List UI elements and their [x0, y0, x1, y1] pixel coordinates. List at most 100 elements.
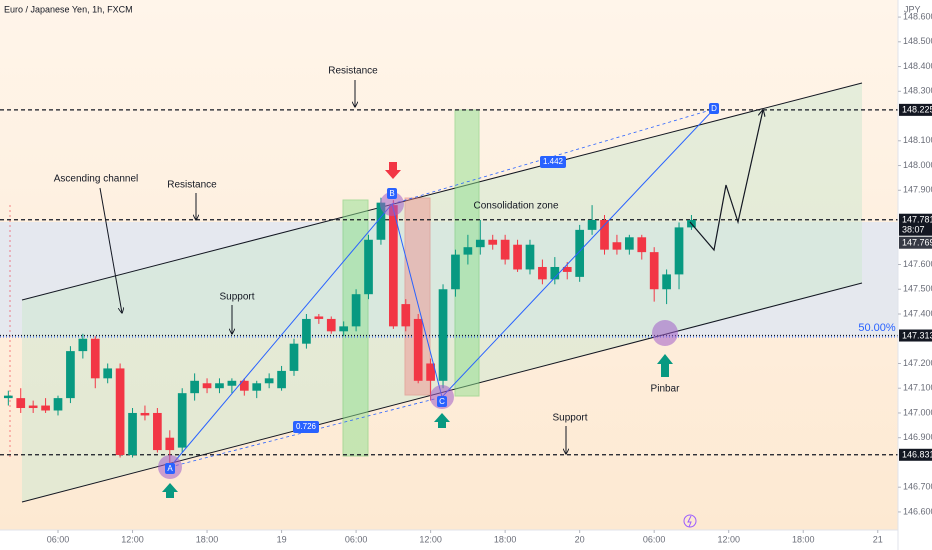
candle-body — [190, 380, 199, 394]
countdown: 38:07 — [902, 225, 925, 235]
candle-body — [314, 316, 324, 319]
candle-body — [90, 338, 100, 379]
candle-body — [339, 326, 349, 332]
candle-body — [612, 242, 622, 250]
y-tick-label: 148.500 — [903, 36, 932, 46]
annotation-pointer — [99, 187, 122, 313]
channel-upper — [21, 82, 863, 301]
annotation: Support — [552, 413, 587, 424]
point-badge — [387, 188, 397, 199]
candle-body — [153, 412, 162, 451]
candle-body — [600, 219, 609, 250]
candle-body — [538, 266, 547, 280]
ratio-label: 0.726 — [296, 422, 317, 431]
point-labels: A B C D 1.442 0.726 — [165, 103, 719, 474]
x-tick-label: 06:00 — [643, 534, 666, 544]
candle-body — [177, 393, 187, 448]
candle-body — [3, 395, 13, 399]
event-icon — [683, 514, 697, 528]
event-icon — [687, 515, 692, 528]
x-tick-label: 18:00 — [792, 534, 815, 544]
y-tick-label: 147.900 — [903, 185, 932, 195]
y-tick-label: 148.000 — [903, 160, 932, 170]
ratio-label: 1.442 — [543, 157, 564, 166]
up-arrow — [162, 483, 178, 498]
y-tick-label: 147.100 — [903, 383, 932, 393]
candle-body — [165, 437, 175, 451]
price-label: 146.831 — [902, 450, 932, 460]
price-label-box — [899, 213, 932, 236]
candle-body — [550, 266, 560, 280]
y-tick-label: 147.500 — [903, 284, 932, 294]
x-tick-label: 12:00 — [717, 534, 740, 544]
annotation: Pinbar — [651, 384, 681, 395]
candle-body — [401, 304, 411, 327]
candle-body — [463, 247, 473, 255]
annotation: Consolidation zone — [473, 201, 558, 212]
up-arrow — [434, 413, 450, 428]
candle-body — [575, 229, 585, 277]
price-label: 148.225 — [902, 105, 932, 115]
candle-body — [78, 338, 88, 352]
candle-body — [227, 380, 237, 386]
candle-body — [376, 202, 386, 240]
candle-body — [662, 274, 671, 290]
axes: 148.600 148.500 148.400 148.300 148.100 148.0… — [47, 11, 932, 544]
point-circle — [652, 320, 678, 346]
candle-body — [215, 383, 224, 389]
projection-path — [689, 110, 763, 252]
y-tick-label: 146.900 — [903, 432, 932, 442]
currency-label: JPY — [904, 4, 921, 14]
y-tick-label: 146.600 — [903, 506, 932, 516]
candle-body — [426, 363, 435, 381]
point-badge — [709, 103, 719, 114]
candle-body — [674, 227, 684, 275]
x-tick-label: 12:00 — [419, 534, 442, 544]
price-label: 147.769 — [902, 238, 932, 248]
y-tick-label: 148.600 — [903, 11, 932, 21]
price-label-box — [899, 329, 932, 342]
point-label: C — [439, 397, 445, 406]
up-arrow — [657, 354, 673, 377]
candle-body — [413, 318, 423, 381]
x-tick-label: 19 — [277, 534, 287, 544]
candle-body — [202, 383, 212, 389]
candle-body — [451, 254, 460, 290]
point-badge — [165, 463, 175, 474]
x-tick-label: 21 — [873, 534, 883, 544]
candle-body — [637, 237, 647, 253]
annotation: Resistance — [167, 180, 217, 191]
candles — [3, 197, 696, 468]
candle-body — [475, 239, 485, 248]
candle-body — [649, 252, 659, 290]
candle-body — [624, 237, 634, 250]
candle-body — [364, 239, 373, 295]
point-label: A — [167, 464, 173, 473]
x-tick-label: 12:00 — [121, 534, 144, 544]
price-label-box — [899, 448, 932, 461]
y-tick-label: 147.200 — [903, 358, 932, 368]
candle-body — [513, 244, 522, 270]
y-tick-label: 147.000 — [903, 407, 932, 417]
point-circle — [380, 192, 404, 216]
candle-body — [41, 405, 50, 411]
price-label: 147.781 — [902, 215, 932, 225]
y-tick-label: 148.300 — [903, 86, 932, 96]
y-tick-label: 147.400 — [903, 308, 932, 318]
point-label: B — [389, 189, 394, 198]
candle-body — [264, 378, 274, 384]
levels — [0, 109, 898, 456]
point-badge — [437, 396, 447, 407]
y-tick-label: 148.400 — [903, 61, 932, 71]
x-tick-label: 20 — [575, 534, 585, 544]
candle-body — [239, 380, 249, 391]
candle-body — [140, 412, 150, 416]
candle-body — [302, 318, 311, 344]
price-label-box — [899, 236, 932, 249]
down-arrow — [385, 162, 401, 179]
x-tick-label: 18:00 — [196, 534, 219, 544]
candle-body — [277, 370, 286, 389]
price-label-box — [899, 103, 932, 116]
candle-body — [525, 244, 535, 270]
